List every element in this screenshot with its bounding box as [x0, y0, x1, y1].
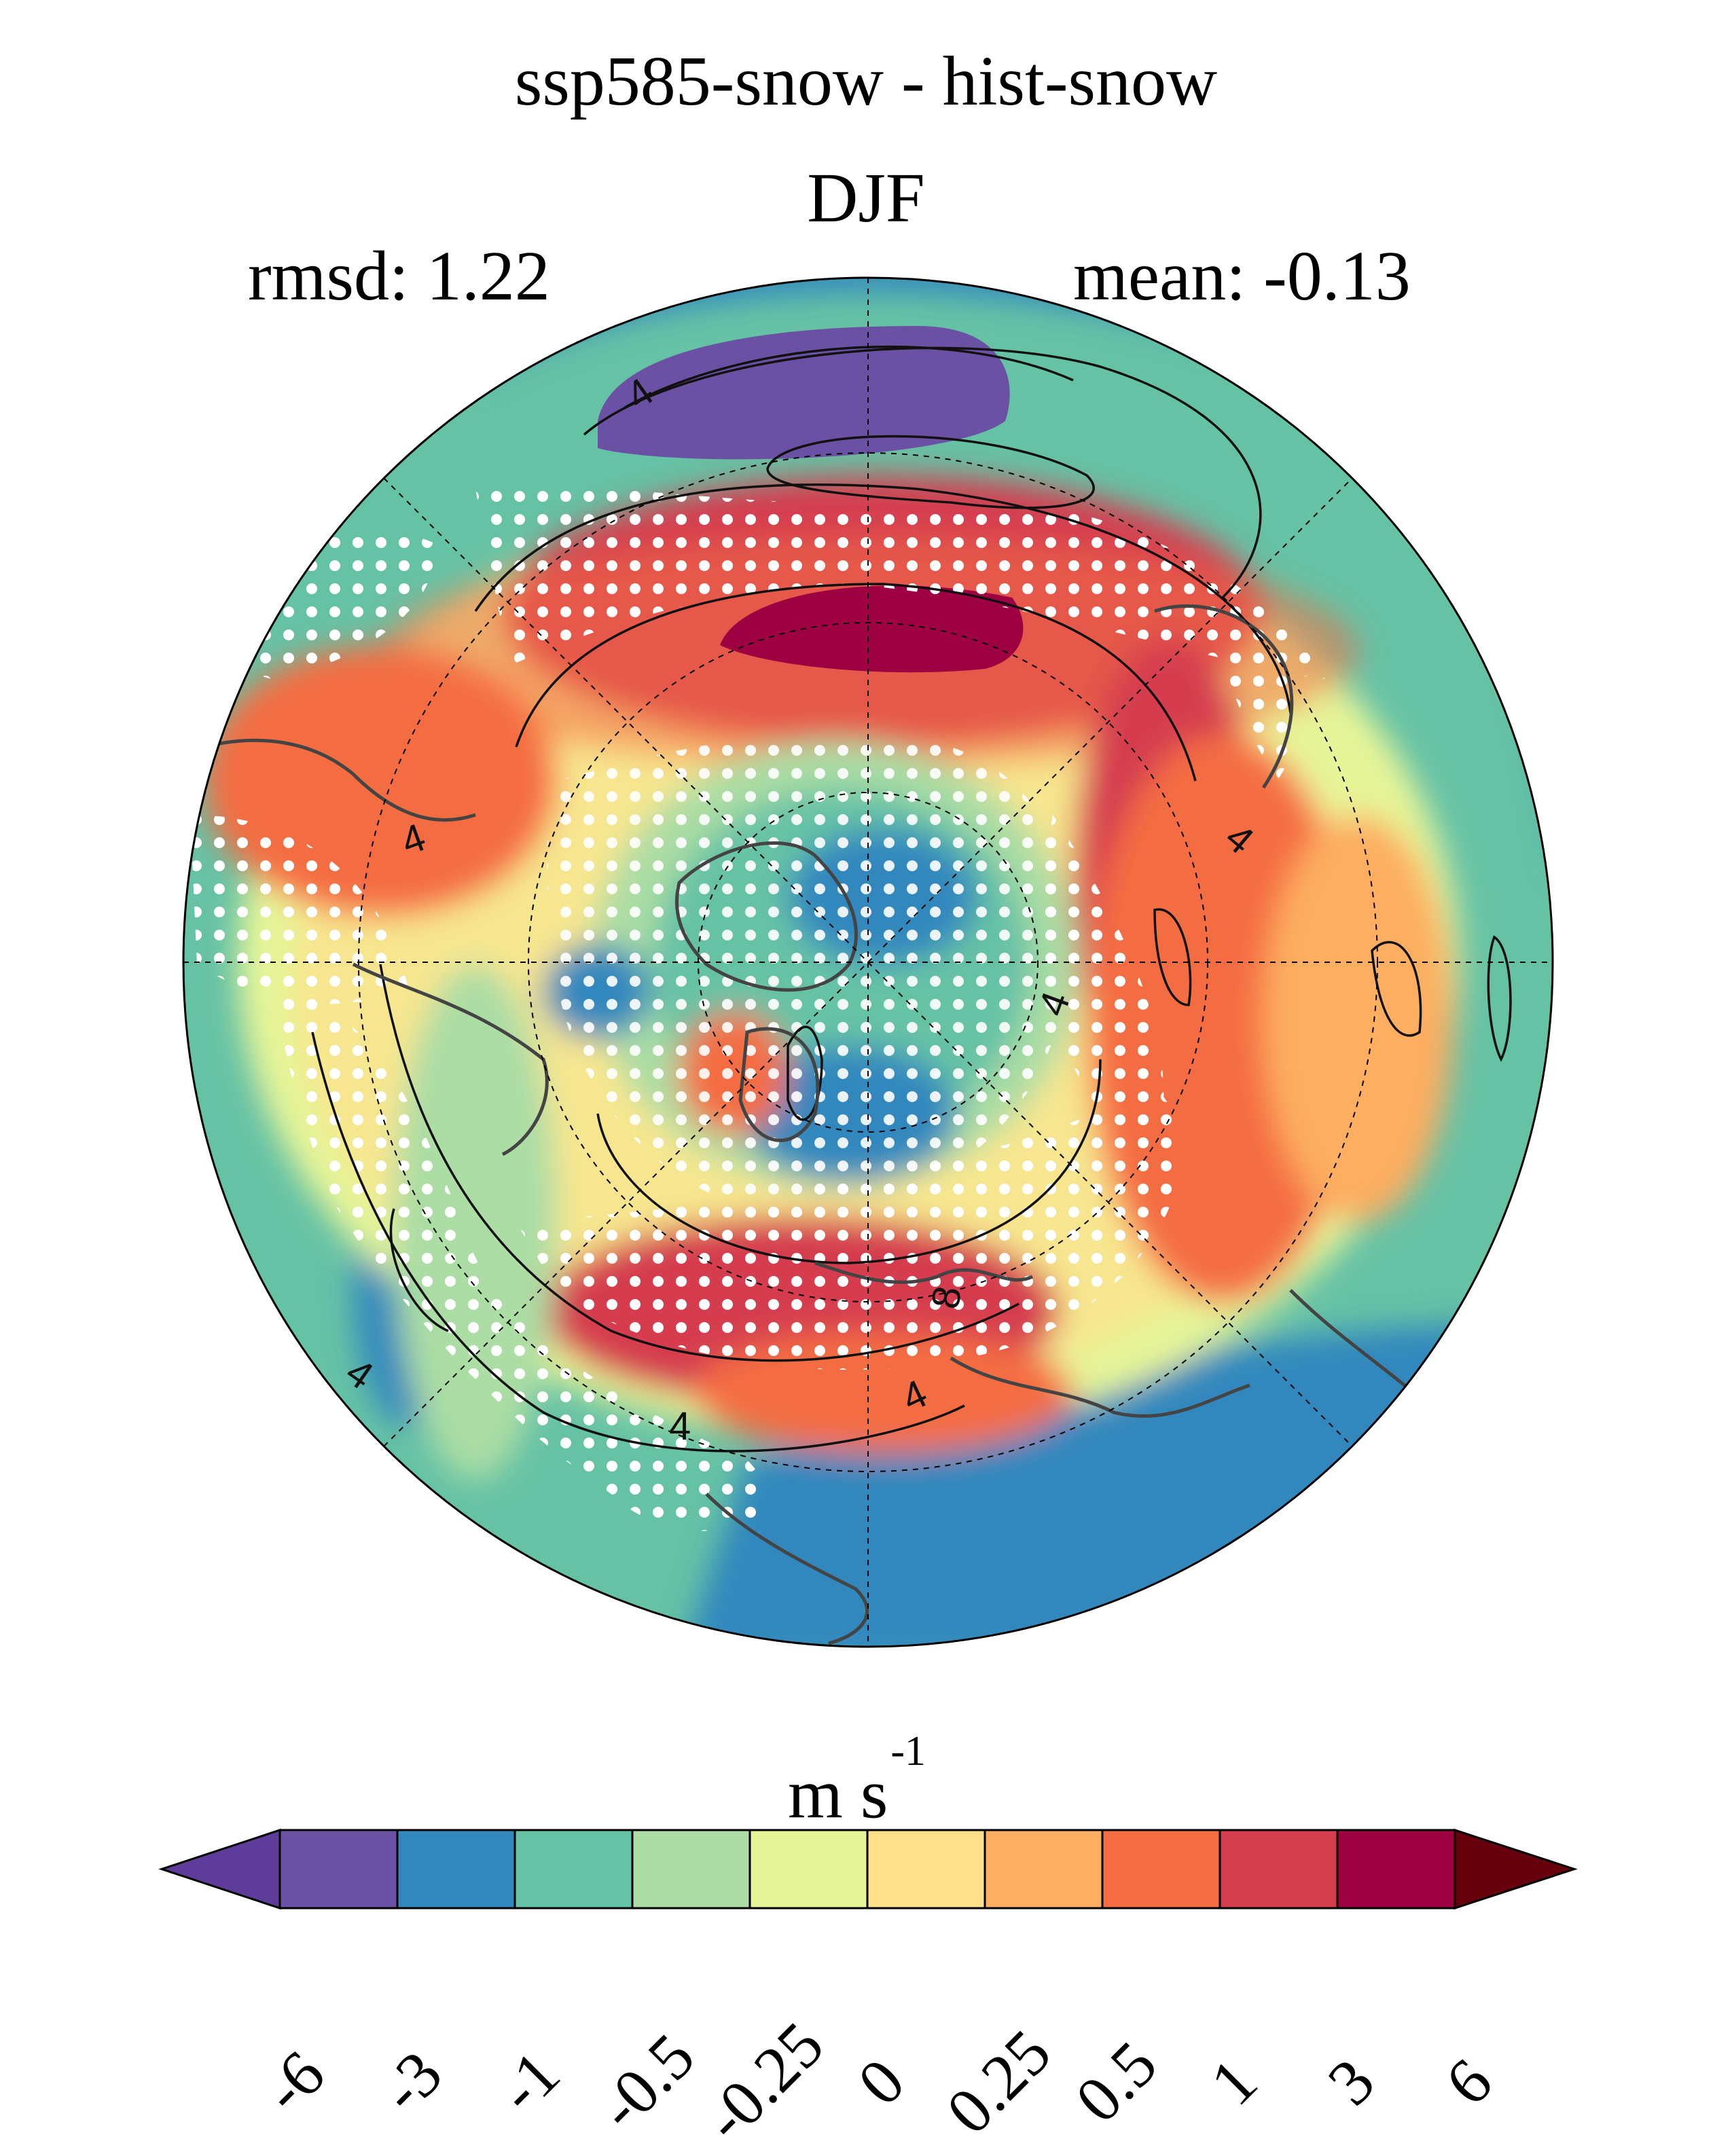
mean-label: mean: -0.13: [1073, 237, 1411, 315]
colorbar-box: [513, 1829, 634, 1910]
units-exponent: -1: [890, 1728, 926, 1774]
units-base: m s: [788, 1755, 888, 1833]
plot-title: ssp585-snow - hist-snow: [514, 42, 1218, 120]
contour-label: 4: [669, 1404, 691, 1448]
map-field: [183, 278, 1553, 1647]
colorbar-high-extend: [1454, 1828, 1578, 1910]
colorbar-box: [1101, 1829, 1221, 1910]
significance-stippling: [190, 486, 1324, 1531]
season-label: DJF: [807, 159, 925, 237]
colorbar-low-extend: [158, 1828, 281, 1910]
colorbar: [158, 1828, 1578, 1910]
colorbar-box: [866, 1829, 986, 1910]
colorbar-box: [1219, 1829, 1339, 1910]
contour-lines: [311, 345, 1512, 1452]
map-border: [182, 276, 1554, 1648]
graticule: [183, 278, 1553, 1647]
colorbar-units: m s-1: [788, 1730, 926, 1830]
colorbar-box: [396, 1829, 516, 1910]
colorbar-box: [631, 1829, 751, 1910]
colorbar-box: [1336, 1829, 1456, 1910]
colorbar-box: [984, 1829, 1104, 1910]
colorbar-box: [278, 1829, 399, 1910]
colorbar-box: [748, 1829, 869, 1910]
coastlines: [203, 604, 1414, 1645]
rmsd-label: rmsd: 1.22: [248, 237, 550, 315]
